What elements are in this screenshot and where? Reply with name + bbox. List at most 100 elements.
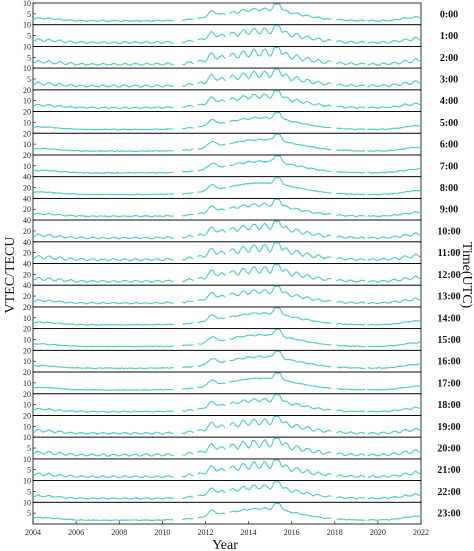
y-tick-label: 20	[23, 108, 31, 117]
panel-2000: 5 10 20:00	[23, 433, 461, 460]
panel-frame	[32, 241, 422, 264]
y-tick-label: 20	[23, 249, 31, 258]
time-label: 20:00	[437, 444, 460, 455]
vtec-series-line	[32, 133, 422, 153]
y-tick-label: 10	[23, 118, 31, 127]
vtec-series-line	[32, 68, 422, 88]
panel-1900: 10 20 19:00	[23, 411, 461, 438]
vtec-series-line	[32, 307, 422, 327]
y-tick-label: 5	[27, 466, 31, 475]
panel-1800: 10 20 18:00	[23, 390, 461, 416]
y-tick-label: 40	[23, 216, 31, 225]
time-label: 7:00	[440, 161, 458, 172]
panel-400: 10 20 4:00	[23, 86, 458, 112]
time-label: 21:00	[437, 465, 460, 476]
x-tick-label: 2014	[241, 528, 257, 537]
y-tick-label: 10	[23, 97, 31, 106]
y-tick-label: 5	[27, 10, 31, 19]
y-tick-label: 20	[23, 227, 31, 236]
y-tick-label: 20	[23, 390, 31, 399]
vtec-series-line	[32, 459, 422, 479]
time-label: 0:00	[440, 9, 458, 20]
vtec-series-line	[33, 329, 422, 348]
vtec-series-line	[32, 285, 422, 305]
y-tick-label: 20	[23, 292, 31, 301]
y-tick-label: 10	[23, 64, 31, 73]
panel-frame	[32, 458, 422, 481]
vtec-series-line	[32, 437, 422, 457]
y-tick-label: 10	[23, 357, 31, 366]
time-label: 14:00	[437, 313, 460, 324]
panel-frame	[32, 219, 422, 243]
y-tick-label: 10	[23, 140, 31, 149]
y-tick-label: 5	[27, 32, 31, 41]
y-tick-label: 40	[23, 173, 31, 182]
time-label: 12:00	[437, 270, 460, 281]
x-tick-group: 2004 2006 2008 2010 2012 2014 2016 2018 2020 2022	[25, 521, 429, 537]
y-tick-label: 5	[27, 75, 31, 84]
y-tick-label: 10	[23, 422, 31, 431]
y-axis-title: VTEC/TECU	[3, 237, 18, 314]
y-tick-label: 5	[27, 444, 31, 453]
vtec-series-line	[33, 198, 422, 218]
time-label: 8:00	[440, 183, 458, 194]
panel-700: 10 20 7:00	[23, 151, 458, 178]
x-tick-label: 2016	[284, 528, 300, 537]
time-label: 5:00	[440, 118, 458, 129]
panel-000: 5 10 0:00	[23, 0, 458, 26]
time-label: 18:00	[437, 400, 460, 411]
right-axis-title: Time(UTC)	[459, 242, 474, 309]
time-label: 15:00	[437, 335, 460, 346]
y-tick-label: 10	[23, 314, 31, 323]
panel-1300: 20 40 13:00	[23, 281, 461, 308]
x-tick-label: 2022	[413, 528, 429, 537]
panel-100: 5 10 1:00	[23, 21, 458, 47]
panel-1600: 10 20 16:00	[23, 346, 461, 373]
panel-frame	[32, 393, 422, 416]
panel-group: 5100:005101:005102:005103:0010204:001020…	[23, 0, 461, 525]
y-tick-label: 40	[23, 281, 31, 290]
y-tick-label: 20	[23, 303, 31, 312]
time-label: 16:00	[437, 357, 460, 368]
panel-frame	[32, 284, 422, 308]
time-label: 23:00	[437, 509, 460, 520]
panel-frame	[32, 436, 422, 460]
time-label: 3:00	[440, 74, 458, 85]
y-tick-label: 10	[23, 477, 31, 486]
y-tick-label: 20	[23, 368, 31, 377]
x-tick-label: 2004	[25, 528, 41, 537]
vtec-series-line	[32, 502, 422, 522]
panel-2200: 510 22:00	[23, 477, 461, 503]
y-tick-label: 5	[27, 487, 31, 496]
panel-800: 20 40 8:00	[23, 173, 458, 199]
vtec-series-line	[32, 155, 422, 175]
x-tick-label: 2012	[197, 528, 213, 537]
panel-1400: 10 20 14:00	[23, 303, 461, 330]
vtec-series-line	[32, 220, 422, 240]
panel-2100: 5 10 21:00	[23, 455, 461, 481]
y-tick-label: 40	[23, 238, 31, 247]
panel-2300: 5 10 23:00	[23, 498, 461, 525]
panel-1000: 20 40 10:00	[23, 216, 461, 243]
y-tick-label: 10	[23, 335, 31, 344]
x-tick-label: 2020	[370, 528, 386, 537]
y-tick-label: 20	[23, 129, 31, 138]
panel-900: 20 40 9:00	[23, 194, 458, 221]
y-tick-label: 10	[23, 42, 31, 51]
time-label: 22:00	[437, 487, 460, 498]
x-tick-label: 2008	[111, 528, 127, 537]
panel-frame	[32, 263, 422, 286]
y-tick-label: 20	[23, 205, 31, 214]
y-tick-label: 10	[23, 162, 31, 171]
y-tick-label: 10	[23, 455, 31, 464]
time-label: 4:00	[440, 96, 458, 107]
panel-300: 5 10 3:00	[23, 64, 458, 91]
y-tick-label: 20	[23, 325, 31, 334]
panel-600: 10 20 6:00	[23, 129, 458, 156]
vtec-series-line	[32, 481, 422, 500]
vtec-series-line	[32, 242, 422, 262]
y-tick-label: 10	[23, 401, 31, 410]
